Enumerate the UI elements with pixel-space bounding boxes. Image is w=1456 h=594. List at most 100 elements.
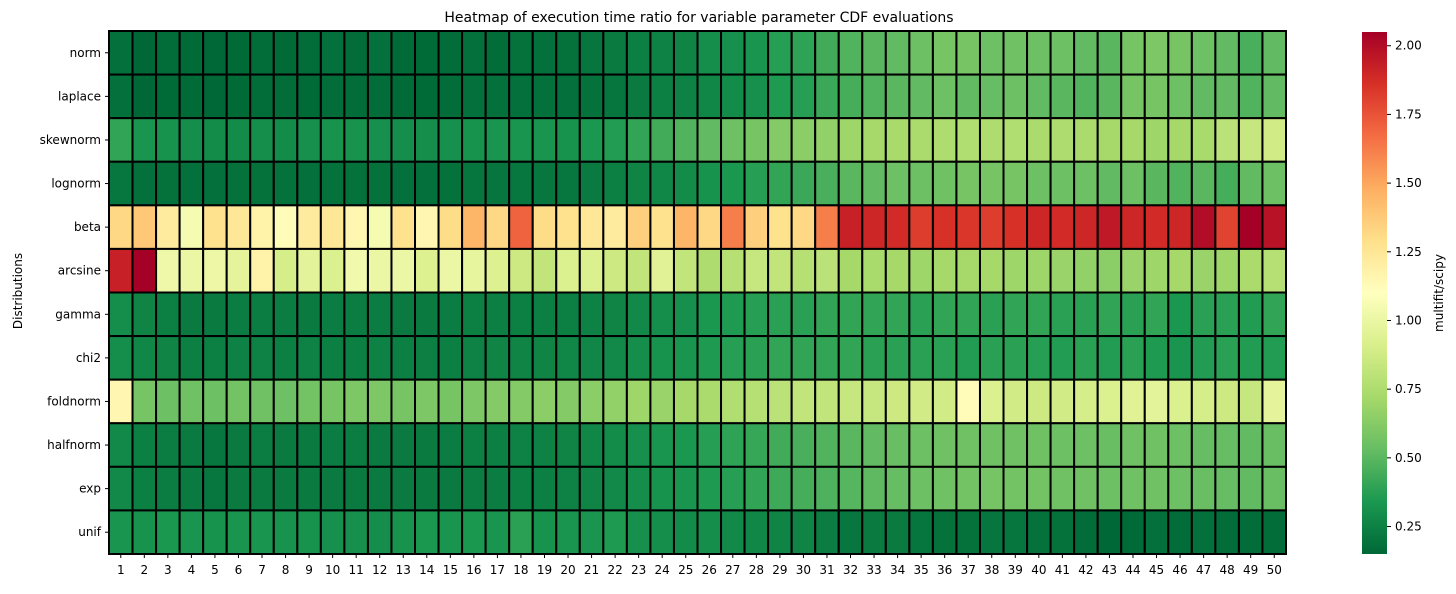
heatmap-cell-gamma-13 — [390, 291, 417, 338]
heatmap-cell-beta-6 — [225, 204, 252, 250]
heatmap-cell-lognorm-16 — [461, 160, 487, 207]
heatmap-cell-halfnorm-17 — [484, 422, 511, 468]
heatmap-cell-beta-32 — [837, 204, 864, 250]
heatmap-cell-halfnorm-6 — [225, 422, 252, 468]
heatmap-cell-chi2-19 — [531, 335, 558, 381]
heatmap-cell-laplace-23 — [625, 73, 652, 120]
heatmap-cell-lognorm-31 — [814, 160, 840, 207]
heatmap-cell-unif-27 — [720, 509, 746, 555]
heatmap-cell-gamma-1 — [108, 291, 134, 338]
heatmap-cell-norm-30 — [790, 30, 817, 76]
heatmap-cell-arcsine-11 — [343, 247, 369, 294]
heatmap-cell-gamma-35 — [908, 291, 934, 338]
heatmap-cell-exp-13 — [390, 465, 417, 512]
heatmap-cell-arcsine-28 — [743, 247, 770, 294]
heatmap-cell-chi2-42 — [1073, 335, 1099, 381]
x-tick-label: 17 — [490, 563, 505, 577]
x-tick-label: 50 — [1267, 563, 1282, 577]
heatmap-cell-beta-27 — [720, 204, 746, 250]
heatmap-cell-chi2-28 — [743, 335, 770, 381]
heatmap-cell-skewnorm-32 — [837, 117, 864, 163]
heatmap-cell-norm-21 — [578, 30, 605, 76]
heatmap-cell-unif-23 — [625, 509, 652, 555]
heatmap-cell-foldnorm-30 — [790, 378, 817, 425]
heatmap-cell-exp-42 — [1073, 465, 1099, 512]
heatmap-cell-norm-45 — [1143, 30, 1170, 76]
heatmap-cell-lognorm-21 — [578, 160, 605, 207]
heatmap-cell-unif-43 — [1096, 509, 1123, 555]
heatmap-cell-chi2-40 — [1026, 335, 1052, 381]
heatmap-cell-chi2-2 — [131, 335, 158, 381]
heatmap-cell-foldnorm-36 — [931, 378, 958, 425]
heatmap-cell-foldnorm-19 — [531, 378, 558, 425]
heatmap-cell-chi2-50 — [1261, 335, 1287, 381]
heatmap-cell-chi2-36 — [931, 335, 958, 381]
heatmap-cell-unif-25 — [672, 509, 699, 555]
heatmap-cell-lognorm-23 — [625, 160, 652, 207]
heatmap-cell-arcsine-46 — [1167, 247, 1193, 294]
heatmap-cell-unif-32 — [837, 509, 864, 555]
heatmap-cell-halfnorm-21 — [578, 422, 605, 468]
heatmap-cell-laplace-22 — [602, 73, 628, 120]
heatmap-cell-halfnorm-16 — [461, 422, 487, 468]
heatmap-cell-gamma-17 — [484, 291, 511, 338]
heatmap-cell-exp-7 — [249, 465, 275, 512]
heatmap-cell-lognorm-26 — [696, 160, 723, 207]
heatmap-cell-skewnorm-15 — [437, 117, 464, 163]
heatmap-cell-exp-23 — [625, 465, 652, 512]
heatmap-cell-beta-15 — [437, 204, 464, 250]
heatmap-cell-norm-38 — [978, 30, 1005, 76]
heatmap-cell-gamma-12 — [366, 291, 393, 338]
heatmap-cell-skewnorm-13 — [390, 117, 417, 163]
heatmap-cell-skewnorm-27 — [720, 117, 746, 163]
heatmap-cell-gamma-34 — [884, 291, 911, 338]
heatmap-cell-lognorm-32 — [837, 160, 864, 207]
heatmap-cell-chi2-24 — [649, 335, 675, 381]
heatmap-cell-exp-15 — [437, 465, 464, 512]
heatmap-cell-halfnorm-27 — [720, 422, 746, 468]
heatmap-cell-chi2-31 — [814, 335, 840, 381]
heatmap-cell-norm-31 — [814, 30, 840, 76]
heatmap-cell-gamma-31 — [814, 291, 840, 338]
heatmap-cell-norm-47 — [1190, 30, 1217, 76]
heatmap-cell-gamma-18 — [508, 291, 534, 338]
heatmap-cell-exp-8 — [272, 465, 299, 512]
heatmap-cell-beta-3 — [155, 204, 181, 250]
x-tick-label: 7 — [258, 563, 266, 577]
heatmap-cell-exp-45 — [1143, 465, 1170, 512]
heatmap-cell-halfnorm-15 — [437, 422, 464, 468]
heatmap-cell-lognorm-27 — [720, 160, 746, 207]
heatmap-cell-halfnorm-18 — [508, 422, 534, 468]
heatmap-cell-exp-33 — [861, 465, 887, 512]
colorbar-tick-label: 0.25 — [1395, 520, 1422, 534]
heatmap-cell-lognorm-42 — [1073, 160, 1099, 207]
heatmap-cell-laplace-42 — [1073, 73, 1099, 120]
heatmap-cell-norm-26 — [696, 30, 723, 76]
heatmap-cell-halfnorm-43 — [1096, 422, 1123, 468]
heatmap-cell-exp-10 — [319, 465, 346, 512]
heatmap-cell-arcsine-43 — [1096, 247, 1123, 294]
heatmap-cell-beta-21 — [578, 204, 605, 250]
heatmap-cell-skewnorm-17 — [484, 117, 511, 163]
heatmap-cell-halfnorm-11 — [343, 422, 369, 468]
heatmap-cell-gamma-42 — [1073, 291, 1099, 338]
heatmap-cell-norm-22 — [602, 30, 628, 76]
heatmap-cell-lognorm-8 — [272, 160, 299, 207]
heatmap-cell-beta-2 — [131, 204, 158, 250]
heatmap-cell-skewnorm-40 — [1026, 117, 1052, 163]
colorbar — [1362, 32, 1387, 554]
heatmap-cell-skewnorm-47 — [1190, 117, 1217, 163]
heatmap-cell-beta-42 — [1073, 204, 1099, 250]
x-tick-label: 8 — [282, 563, 290, 577]
heatmap-cell-unif-16 — [461, 509, 487, 555]
heatmap-cell-foldnorm-16 — [461, 378, 487, 425]
heatmap-cell-foldnorm-17 — [484, 378, 511, 425]
heatmap-cell-chi2-39 — [1002, 335, 1029, 381]
x-tick-label: 29 — [772, 563, 787, 577]
heatmap-cell-foldnorm-21 — [578, 378, 605, 425]
heatmap-cell-beta-44 — [1120, 204, 1146, 250]
heatmap-cell-laplace-49 — [1237, 73, 1264, 120]
heatmap-cell-gamma-50 — [1261, 291, 1287, 338]
heatmap-cell-exp-1 — [108, 465, 134, 512]
